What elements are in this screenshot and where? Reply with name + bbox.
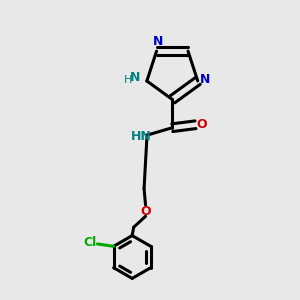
Text: N: N: [153, 35, 163, 48]
Text: Cl: Cl: [83, 236, 97, 249]
Text: H: H: [124, 75, 133, 85]
Text: N: N: [200, 73, 211, 86]
Text: O: O: [197, 118, 207, 131]
Text: HN: HN: [131, 130, 152, 142]
Text: N: N: [130, 71, 141, 84]
Text: O: O: [140, 205, 151, 218]
